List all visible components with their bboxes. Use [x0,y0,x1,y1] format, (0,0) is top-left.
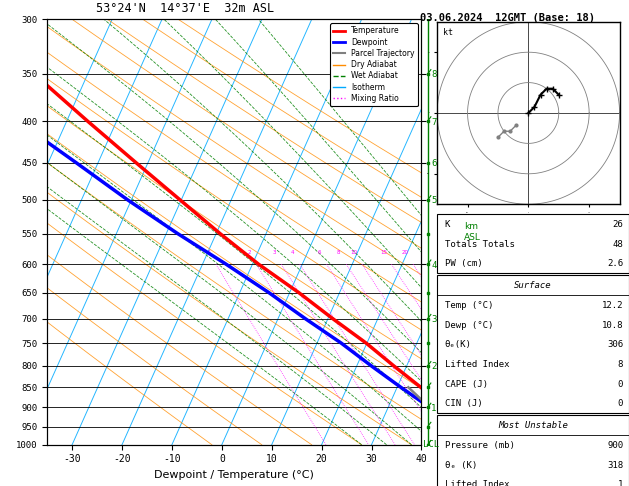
Text: 12.2: 12.2 [602,301,623,310]
Text: 48: 48 [613,240,623,249]
Text: Lifted Index: Lifted Index [445,360,509,369]
Text: 20: 20 [401,250,409,255]
Text: K: K [445,220,450,229]
Text: 3: 3 [272,250,276,255]
Text: kt: kt [443,28,454,37]
Text: Pressure (mb): Pressure (mb) [445,441,515,450]
Text: CAPE (J): CAPE (J) [445,380,488,389]
Text: θₑ (K): θₑ (K) [445,461,477,469]
Text: 8: 8 [337,250,340,255]
Text: 26: 26 [613,220,623,229]
Text: 2.6: 2.6 [607,260,623,268]
Text: 306: 306 [607,340,623,349]
Text: Lifted Index: Lifted Index [445,480,509,486]
Bar [437,214,629,273]
X-axis label: Dewpoint / Temperature (°C): Dewpoint / Temperature (°C) [154,470,314,480]
Text: 1: 1 [618,480,623,486]
Text: LCL: LCL [423,440,440,449]
Text: 0: 0 [618,380,623,389]
Text: 318: 318 [607,461,623,469]
Text: 10: 10 [351,250,358,255]
Text: 03.06.2024  12GMT (Base: 18): 03.06.2024 12GMT (Base: 18) [420,13,595,23]
Text: CIN (J): CIN (J) [445,399,482,408]
Text: 2: 2 [247,250,251,255]
Text: PW (cm): PW (cm) [445,260,482,268]
Text: θₑ(K): θₑ(K) [445,340,472,349]
Text: Totals Totals: Totals Totals [445,240,515,249]
Text: 15: 15 [380,250,387,255]
Text: Most Unstable: Most Unstable [498,420,568,430]
Text: 8: 8 [618,360,623,369]
Bar [437,415,629,486]
Bar [437,276,629,413]
Y-axis label: km
ASL: km ASL [464,223,481,242]
Text: Dewp (°C): Dewp (°C) [445,321,493,330]
Text: 900: 900 [607,441,623,450]
Text: 53°24'N  14°37'E  32m ASL: 53°24'N 14°37'E 32m ASL [96,2,274,15]
Text: 1: 1 [207,250,211,255]
Text: 4: 4 [291,250,294,255]
Text: Surface: Surface [515,280,552,290]
Text: 6: 6 [317,250,321,255]
Text: 0: 0 [618,399,623,408]
Text: 10.8: 10.8 [602,321,623,330]
Legend: Temperature, Dewpoint, Parcel Trajectory, Dry Adiabat, Wet Adiabat, Isotherm, Mi: Temperature, Dewpoint, Parcel Trajectory… [330,23,418,106]
Text: Temp (°C): Temp (°C) [445,301,493,310]
